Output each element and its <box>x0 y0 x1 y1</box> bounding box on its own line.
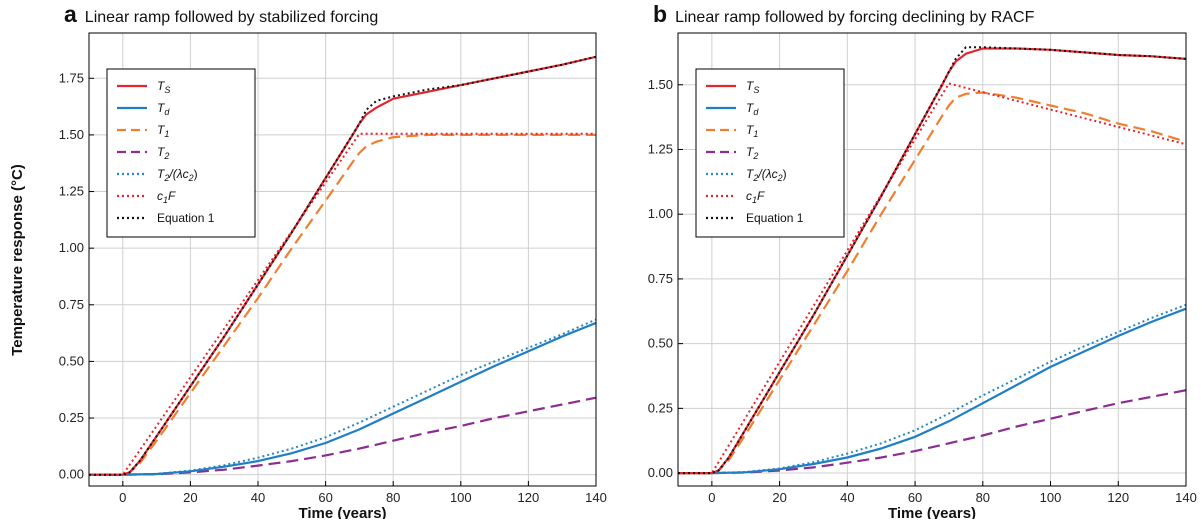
legend-label-T2: T2​ <box>157 145 169 161</box>
legend-label-eq1: Equation 1 <box>157 211 215 225</box>
y-tick-label: 0.75 <box>648 271 673 286</box>
x-tick-label: 80 <box>976 490 990 505</box>
legend-label-Ts: TS​ <box>157 79 170 95</box>
x-tick-label: 40 <box>840 490 854 505</box>
x-tick-label: 100 <box>1040 490 1062 505</box>
series-line-T2lc2 <box>678 303 1186 475</box>
y-tick-label: 0.75 <box>59 297 84 312</box>
series-line-T2 <box>89 396 596 476</box>
x-tick-label: 100 <box>450 490 472 505</box>
series-line-T2 <box>678 389 1186 475</box>
legend-label-T2lc2: T2​/(λc2​) <box>746 167 787 183</box>
series-line-Ts <box>678 47 1186 475</box>
y-tick-label: 1.25 <box>648 141 673 156</box>
plot-frame <box>677 32 1187 487</box>
legend-label-T1: T1​ <box>157 123 169 139</box>
y-tick-label: 0.25 <box>59 410 84 425</box>
series-line-T1 <box>89 133 596 476</box>
y-tick-label: 1.00 <box>59 240 84 255</box>
x-tick-label: 140 <box>1175 490 1197 505</box>
y-tick-label: 0.00 <box>648 465 673 480</box>
x-tick-label: 0 <box>708 490 715 505</box>
y-tick-label: 0.50 <box>648 336 673 351</box>
chart-panel-b: 0 20 40 60 80 100 120 140 0.00 0.25 0.50 0.75 1.00 1.… <box>648 1 1197 522</box>
legend-label-eq1: Equation 1 <box>746 211 804 225</box>
legend-label-c1F: c1​F <box>157 189 176 205</box>
y-tick-label: 1.50 <box>648 77 673 92</box>
legend-label-T2: T2​ <box>746 145 758 161</box>
legend-label-T1: T1​ <box>746 123 758 139</box>
chart-title: b Linear ramp followed by forcing declini… <box>653 1 1035 27</box>
x-tick-label: 80 <box>386 490 400 505</box>
x-tick-label: 20 <box>183 490 197 505</box>
y-tick-label: 0.50 <box>59 353 84 368</box>
y-axis-label: Temperature response (°C) <box>9 164 26 356</box>
x-tick-label: 120 <box>518 490 540 505</box>
legend-label-Td: Td​ <box>746 101 759 117</box>
y-tick-label: 0.25 <box>648 400 673 415</box>
chart-panel-a: 0 20 40 60 80 100 120 140 0.00 0.25 0.50 0.75 1.00 1.… <box>59 1 607 522</box>
x-tick-label: 60 <box>318 490 332 505</box>
series-line-eq1 <box>678 46 1186 475</box>
x-axis-label: Time (years) <box>298 505 386 519</box>
series-line-Td <box>89 321 596 476</box>
x-tick-label: 40 <box>251 490 265 505</box>
series-line-Td <box>678 307 1186 475</box>
panel-letter: b <box>653 1 667 27</box>
legend-label-Ts: TS​ <box>746 79 759 95</box>
x-tick-label: 140 <box>585 490 607 505</box>
panel-letter: a <box>64 1 77 27</box>
y-tick-label: 0.00 <box>59 467 84 482</box>
x-tick-label: 20 <box>772 490 786 505</box>
plot-frame <box>88 32 597 487</box>
series-line-eq1 <box>89 55 596 476</box>
y-tick-label: 1.25 <box>59 184 84 199</box>
legend-label-c1F: c1​F <box>746 189 765 205</box>
legend-label-T2lc2: T2​/(λc2​) <box>157 167 198 183</box>
y-tick-label: 1.75 <box>59 70 84 85</box>
series-line-T1 <box>678 91 1186 475</box>
x-axis-label: Time (years) <box>888 505 976 519</box>
chart-title: a Linear ramp followed by stabilized forc… <box>64 1 378 27</box>
y-tick-label: 1.50 <box>59 127 84 142</box>
y-tick-label: 1.00 <box>648 206 673 221</box>
x-tick-label: 0 <box>119 490 126 505</box>
x-tick-label: 60 <box>908 490 922 505</box>
x-tick-label: 120 <box>1107 490 1129 505</box>
legend-label-Td: Td​ <box>157 101 170 117</box>
